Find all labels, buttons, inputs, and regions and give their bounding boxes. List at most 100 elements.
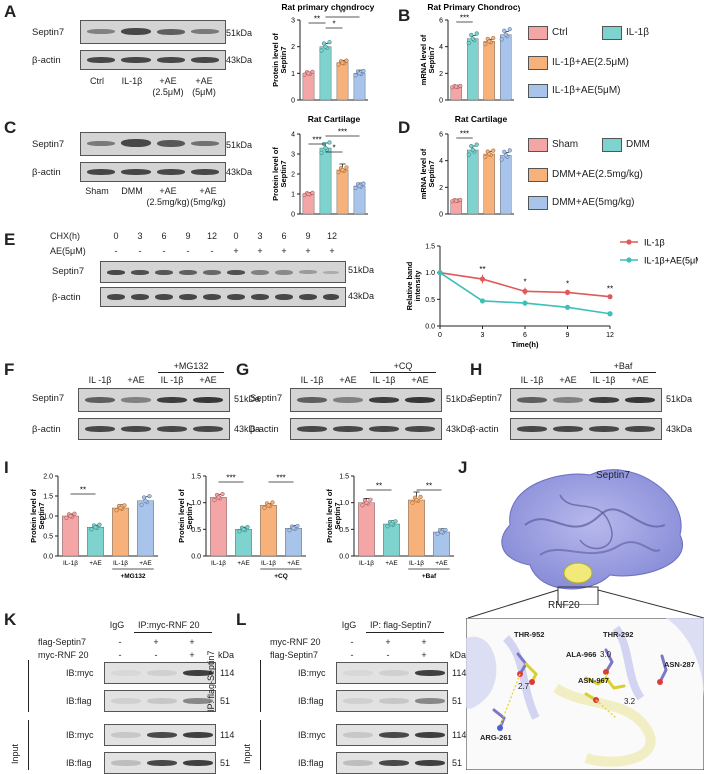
panel-label-h: H bbox=[470, 360, 483, 379]
y-tick-label: 4 bbox=[291, 132, 295, 139]
data-point bbox=[295, 523, 300, 529]
y-tick-label: 1.5 bbox=[191, 474, 201, 481]
panel-label-i: I bbox=[4, 458, 9, 477]
chx-value: 12 bbox=[206, 231, 217, 241]
ib-label: IB:myc bbox=[66, 668, 94, 678]
lane-label: +AE (5μM) bbox=[192, 76, 216, 97]
legend-marker bbox=[626, 239, 632, 245]
data-point bbox=[89, 527, 94, 532]
data-point bbox=[469, 32, 474, 38]
blot-row-label-actin: β-actin bbox=[250, 424, 279, 435]
data-point bbox=[147, 494, 152, 499]
data-point bbox=[270, 500, 275, 505]
data-point bbox=[344, 165, 349, 170]
ae-value: - bbox=[210, 246, 214, 256]
data-point bbox=[340, 167, 345, 173]
western-blot bbox=[336, 724, 448, 746]
kda-header: kDa bbox=[218, 650, 235, 660]
bar bbox=[137, 500, 154, 557]
data-point bbox=[216, 495, 221, 500]
y-tick-label: 2 bbox=[439, 185, 443, 192]
y-tick-label: 1 bbox=[291, 71, 295, 78]
significance-label: ** bbox=[339, 9, 345, 18]
y-tick-label: 0.0 bbox=[43, 554, 53, 561]
lane-label: IL -1β bbox=[300, 375, 324, 385]
legend-item: DMM bbox=[626, 139, 650, 150]
y-axis-label: Relative bandintensity bbox=[405, 261, 422, 310]
blot-row-label-septin7: Septin7 bbox=[32, 393, 65, 404]
ib-label: IB:flag bbox=[298, 758, 324, 768]
kda-label: 51kDa bbox=[226, 140, 253, 150]
kda-label: 114 bbox=[452, 730, 467, 740]
igg-header: IgG bbox=[109, 620, 125, 630]
side-bracket bbox=[260, 660, 261, 712]
legend-b: Ctrl IL-1β IL-1β+AE(2.5μM) IL-1β+AE(5μM) bbox=[528, 26, 706, 106]
bar bbox=[500, 34, 512, 101]
protein-name-rnf20: RNF20 bbox=[548, 600, 580, 611]
treatment-header: +CQ bbox=[393, 361, 413, 371]
ae-value: - bbox=[186, 246, 190, 256]
data-point bbox=[454, 198, 459, 203]
lane-label: +AE bbox=[559, 375, 577, 385]
western-blot-septin7 bbox=[78, 388, 230, 412]
ae-value: + bbox=[257, 246, 263, 256]
chx-label: CHX(h) bbox=[50, 231, 81, 241]
ip-bracket bbox=[366, 632, 444, 633]
significance-label: * bbox=[332, 144, 335, 153]
legend-swatch bbox=[528, 26, 548, 40]
data-point bbox=[262, 505, 267, 510]
bar-chart-c: Rat Cartilage Protein level ofSeptin7 0 1 2 3… bbox=[271, 114, 368, 219]
ib-label: IB:myc bbox=[66, 730, 94, 740]
chart-title: Rat Cartilage bbox=[308, 114, 361, 124]
data-point bbox=[310, 69, 315, 74]
ae-value: + bbox=[233, 246, 239, 256]
x-tick-label: IL-1β bbox=[261, 560, 276, 567]
y-tick-label: 6 bbox=[439, 132, 443, 139]
blot-row-label-septin7: Septin7 bbox=[470, 393, 503, 404]
kda-label: 51 bbox=[452, 758, 463, 768]
y-tick-label: 0.0 bbox=[191, 554, 201, 561]
kda-label: 51kDa bbox=[666, 394, 693, 404]
x-tick-label: 3 bbox=[481, 332, 485, 339]
ip-bracket bbox=[134, 632, 212, 633]
lane-label: IL -1β bbox=[520, 375, 544, 385]
data-point bbox=[522, 300, 528, 306]
ip-header: IP: flag-Septin7 bbox=[370, 620, 432, 630]
y-axis-label: Protein level ofSeptin7 bbox=[271, 147, 288, 201]
x-tick-label: 0 bbox=[438, 332, 442, 339]
distance-label: 2.7 bbox=[518, 682, 530, 691]
western-blot bbox=[104, 690, 216, 712]
data-point bbox=[414, 497, 419, 503]
blot-row-label-actin: β-actin bbox=[32, 55, 61, 66]
x-tick-label: IL-1β bbox=[359, 560, 374, 567]
data-point bbox=[491, 35, 496, 41]
data-point bbox=[68, 513, 73, 519]
western-blot bbox=[336, 690, 448, 712]
significance-label: ** bbox=[607, 285, 613, 294]
blot-row-label-actin: β-actin bbox=[32, 424, 61, 435]
bar bbox=[285, 528, 302, 557]
bar bbox=[319, 46, 332, 101]
data-point bbox=[368, 497, 373, 502]
data-point bbox=[118, 505, 123, 511]
data-point bbox=[507, 27, 512, 32]
kda-label: 43kDa bbox=[234, 424, 261, 434]
data-point bbox=[474, 31, 479, 36]
data-point bbox=[344, 58, 349, 63]
row-label: flag-Septin7 bbox=[270, 650, 319, 660]
chx-value: 0 bbox=[113, 231, 119, 241]
y-tick-label: 1.5 bbox=[425, 244, 435, 251]
row-value: + bbox=[421, 650, 427, 660]
data-point bbox=[323, 44, 328, 49]
data-point bbox=[245, 524, 250, 530]
data-point bbox=[340, 60, 345, 65]
data-point bbox=[483, 42, 488, 47]
blot-row-label-septin7: Septin7 bbox=[52, 266, 85, 277]
data-point bbox=[435, 531, 440, 536]
ae-value: - bbox=[162, 246, 166, 256]
treatment-bracket bbox=[590, 372, 656, 373]
data-point bbox=[357, 183, 362, 189]
residue-label: THR-292 bbox=[603, 630, 634, 639]
data-point bbox=[503, 32, 508, 37]
bar bbox=[383, 523, 400, 557]
